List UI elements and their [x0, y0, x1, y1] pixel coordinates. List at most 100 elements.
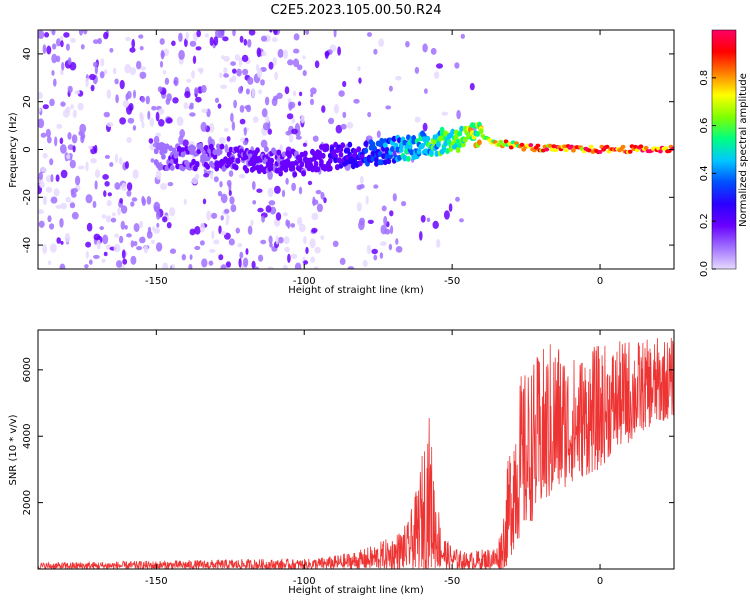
spectrogram-ridge-cell: [319, 158, 324, 165]
spectrogram-ridge-cell: [278, 170, 283, 177]
spectrogram-ridge-cell: [169, 164, 175, 171]
spectrogram-cell: [88, 259, 93, 265]
spectrogram-cell: [225, 219, 229, 226]
spectrogram-cell: [127, 117, 135, 124]
spectrogram-cell: [182, 139, 189, 147]
snr-series-line: [38, 337, 674, 569]
spectrogram-ridge-cell: [320, 152, 326, 159]
spectrogram-cell: [72, 109, 77, 118]
spectrogram-ridge-cell: [416, 148, 422, 155]
spectrogram-cell: [273, 95, 279, 101]
spectrogram-cell: [107, 192, 113, 197]
spectrogram-cell: [155, 111, 160, 122]
spectrogram-cell: [178, 32, 183, 42]
spectrogram-cell: [96, 239, 101, 250]
spectrogram-cell: [60, 240, 64, 245]
spectrogram-cell: [302, 142, 307, 147]
spectrogram-cell: [228, 182, 232, 192]
spectrogram-cell: [282, 264, 289, 269]
spectrogram-ridge-cell: [503, 139, 509, 144]
spectrogram-cell: [162, 216, 168, 223]
spectrogram-cell: [151, 105, 157, 111]
spectrogram-cell: [284, 246, 290, 253]
spectrogram-cell: [189, 40, 197, 47]
spectrogram-cell: [238, 258, 242, 268]
spectrogram-cell: [94, 180, 98, 190]
spectrogram-cell: [186, 78, 192, 83]
spectrogram-cell: [281, 189, 286, 198]
spectrogram-cell: [208, 260, 214, 266]
spectrogram-cell: [252, 116, 259, 123]
spectrogram-cell: [139, 236, 146, 244]
spectrogram-cell: [171, 263, 176, 269]
spectrogram-cell: [78, 130, 83, 136]
spectrogram-cell: [310, 256, 316, 263]
spectrogram-cell: [241, 54, 249, 63]
spectrogram-cell: [53, 188, 60, 197]
spectrogram-cell: [38, 220, 45, 228]
spectrogram-cell: [104, 154, 110, 159]
spectrogram-ridge-cell: [379, 137, 385, 144]
spectrogram-cell: [69, 202, 76, 209]
spectrogram-ridge-cell: [276, 157, 282, 163]
spectrogram-cell: [257, 207, 264, 213]
spectrogram-cell: [178, 135, 184, 145]
spectrogram-cell: [299, 91, 303, 97]
spectrogram-cell: [248, 30, 256, 36]
snr-ylabel: SNR (10 * v/v): [8, 414, 19, 485]
spectrogram-cell: [191, 70, 196, 79]
spectrogram-cell: [395, 75, 402, 81]
spectrogram-cell: [61, 61, 65, 71]
spectrogram-ridge-cell: [212, 153, 218, 160]
spectrogram-cell: [220, 264, 227, 269]
spectrogram-cell: [139, 46, 144, 51]
spectrogram-cell: [209, 248, 216, 253]
spectrogram-cell: [113, 243, 121, 253]
spectrogram-cell: [261, 35, 267, 42]
spectrogram-cell: [49, 243, 57, 253]
spectrogram-cell: [131, 197, 138, 202]
spectrogram-cell: [321, 105, 326, 113]
spectrogram-ridge-cell: [251, 165, 257, 172]
spectrogram-ridge-cell: [336, 157, 342, 164]
spectrogram-cell: [140, 66, 147, 71]
spectrogram-cell: [40, 132, 47, 138]
spectrogram-ridge-cell: [508, 145, 514, 150]
spectrogram-cell: [314, 60, 320, 69]
spectrogram-cell: [395, 246, 403, 253]
spectrogram-ridge-cell: [563, 148, 569, 153]
spectrogram-cell: [77, 165, 85, 170]
spectrogram-cell: [256, 188, 263, 193]
spectrogram-cell: [140, 96, 146, 103]
spectrogram-ridge-cell: [363, 140, 369, 147]
spectrogram-cell: [373, 48, 378, 55]
spectrogram-cell: [213, 176, 219, 183]
spectrogram-cell: [172, 97, 179, 104]
spectrogram-cell: [340, 123, 347, 130]
spectrogram-cell: [297, 101, 302, 106]
spectrogram-cell: [218, 225, 222, 234]
spectrogram-cell: [51, 30, 56, 36]
y-tick-label: -20: [22, 189, 33, 205]
spectrogram-cell: [65, 43, 70, 51]
spectrogram-cell: [200, 84, 207, 93]
spectrogram-cell: [130, 255, 137, 265]
spectrogram-cell: [160, 183, 168, 190]
spectrogram-cell: [388, 85, 393, 92]
spectrogram-cell: [333, 104, 340, 114]
spectrogram-ridge-cell: [569, 144, 574, 149]
spectrogram-cell: [42, 44, 47, 54]
spectrogram-cell: [93, 39, 99, 44]
spectrogram-ridge-cell: [180, 147, 186, 154]
spectrogram-ridge-cell: [347, 141, 353, 148]
spectrogram-cell: [390, 225, 394, 235]
spectrogram-cell: [146, 196, 152, 205]
spectrogram-ridge-cell: [381, 153, 386, 160]
spectrogram-cell: [65, 196, 71, 203]
spectrogram-cell: [60, 202, 67, 210]
spectrogram-cell: [366, 244, 372, 255]
spectrogram-cell: [124, 64, 132, 74]
spectrogram-ridge-cell: [338, 151, 344, 158]
spectrogram-cell: [288, 134, 294, 143]
spectrogram-cell: [236, 68, 242, 77]
